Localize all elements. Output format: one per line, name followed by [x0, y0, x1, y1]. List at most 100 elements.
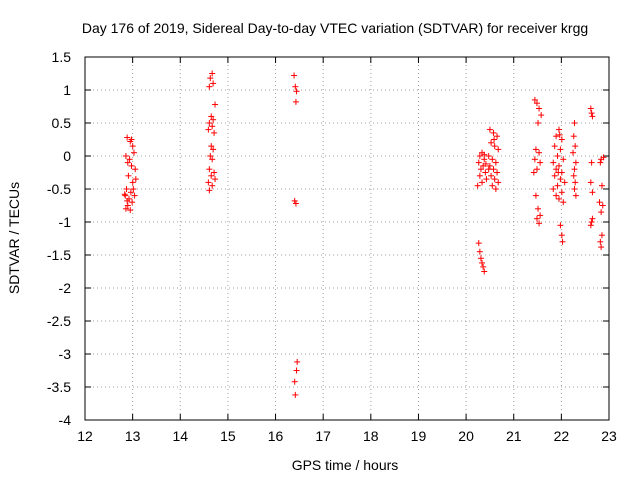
data-point: [555, 162, 562, 169]
data-point: [531, 156, 538, 163]
data-point: [551, 143, 558, 150]
data-point: [477, 166, 484, 173]
data-point: [570, 149, 577, 156]
data-point: [587, 179, 594, 186]
data-point: [206, 83, 213, 90]
data-point: [536, 149, 543, 156]
data-point: [128, 136, 135, 143]
data-point: [124, 202, 131, 209]
data-point: [475, 159, 482, 166]
x-tick-label: 19: [411, 428, 427, 444]
data-point: [476, 248, 483, 255]
data-point: [598, 244, 605, 251]
data-point: [207, 75, 214, 82]
y-tick-label: -0.5: [47, 181, 71, 197]
x-axis-label: GPS time / hours: [292, 457, 399, 473]
y-tick-label: 0.5: [52, 115, 72, 131]
data-point: [536, 220, 543, 227]
data-point: [598, 209, 605, 216]
data-point: [481, 151, 488, 158]
y-tick-label: -3: [59, 346, 72, 362]
data-points: [121, 70, 607, 398]
data-point: [208, 172, 215, 179]
data-point: [206, 187, 213, 194]
data-point: [291, 378, 298, 385]
y-tick-label: 0: [63, 148, 71, 164]
data-point: [292, 200, 299, 207]
data-point: [292, 98, 299, 105]
data-point: [124, 159, 131, 166]
data-point: [537, 212, 544, 219]
data-point: [476, 172, 483, 179]
x-tick-label: 16: [268, 428, 284, 444]
y-tick-label: -2: [59, 280, 72, 296]
data-point: [124, 197, 131, 204]
data-point: [557, 146, 564, 153]
data-point: [536, 105, 543, 112]
data-point: [122, 205, 129, 212]
data-point: [558, 136, 565, 143]
data-point: [127, 207, 134, 214]
data-point: [495, 179, 502, 186]
data-point: [588, 219, 595, 225]
data-point: [537, 159, 544, 166]
data-point: [532, 192, 539, 199]
data-point: [588, 110, 595, 117]
data-point: [553, 133, 560, 140]
data-point: [598, 232, 605, 239]
x-tick-label: 22: [554, 428, 570, 444]
y-axis-label: SDTVAR / TECUs: [6, 182, 22, 294]
data-point: [124, 134, 131, 141]
data-point: [291, 72, 298, 79]
data-point: [125, 172, 132, 179]
data-point: [123, 186, 130, 192]
data-point: [211, 129, 218, 136]
data-point: [535, 120, 542, 126]
data-point: [556, 131, 563, 138]
data-point: [483, 176, 490, 183]
data-point: [558, 189, 565, 196]
data-point: [481, 268, 488, 275]
data-point: [572, 179, 579, 186]
data-point: [561, 179, 568, 186]
data-point: [533, 215, 540, 222]
data-point: [292, 391, 299, 398]
data-point: [294, 358, 301, 365]
chart-title: Day 176 of 2019, Sidereal Day-to-day VTE…: [82, 20, 588, 36]
data-point: [482, 169, 489, 176]
data-point: [208, 143, 215, 150]
data-point: [126, 156, 133, 163]
y-tick-label: 1.5: [52, 49, 72, 65]
data-point: [476, 153, 483, 159]
data-point: [554, 182, 561, 189]
data-point: [554, 153, 561, 159]
x-tick-label: 15: [220, 428, 236, 444]
data-point: [551, 172, 558, 179]
data-point: [589, 215, 596, 222]
data-point: [292, 83, 299, 90]
data-point: [132, 166, 139, 173]
data-point: [127, 189, 134, 196]
data-point: [491, 143, 498, 150]
data-point: [491, 136, 498, 143]
data-point: [485, 166, 492, 173]
data-point: [486, 126, 493, 133]
y-tick-label: -2.5: [47, 313, 71, 329]
data-point: [210, 116, 217, 123]
data-point: [475, 240, 482, 247]
data-point: [208, 113, 215, 120]
data-point: [131, 192, 138, 199]
data-point: [587, 222, 594, 229]
data-point: [533, 166, 540, 173]
data-point: [494, 169, 501, 176]
data-point: [128, 162, 135, 169]
x-tick-label: 12: [77, 428, 93, 444]
data-point: [205, 126, 212, 133]
data-point: [209, 70, 216, 77]
data-point: [132, 176, 139, 183]
data-point: [495, 146, 502, 153]
data-point: [209, 123, 216, 130]
data-point: [570, 172, 577, 179]
y-tick-label: 1: [63, 82, 71, 98]
